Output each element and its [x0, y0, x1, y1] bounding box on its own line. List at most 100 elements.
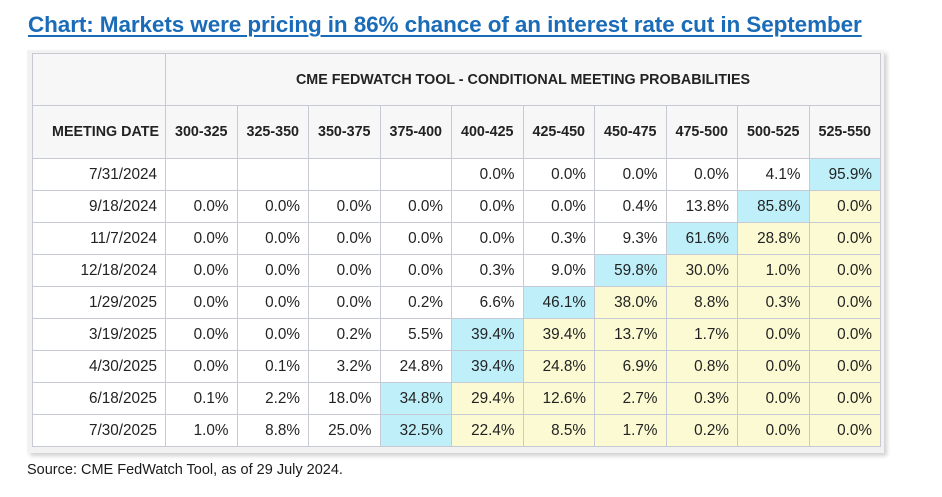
rate-range-header: 350-375	[308, 105, 381, 159]
probability-cell: 13.7%	[594, 318, 667, 351]
table-row: 11/7/2024 0.0% 0.0% 0.0% 0.0% 0.0% 0.3% 9.3% 61.…	[32, 222, 881, 255]
column-header-row: MEETING DATE 300-325 325-350 350-375 375-40…	[32, 105, 881, 159]
table-row: 9/18/2024 0.0% 0.0% 0.0% 0.0% 0.0% 0.0% 0.4% 13.…	[32, 190, 881, 223]
probability-cell: 0.0%	[808, 254, 881, 287]
source-note: Source: CME FedWatch Tool, as of 29 July…	[27, 462, 343, 478]
meeting-date-header: MEETING DATE	[32, 105, 166, 159]
probability-cell: 3.2%	[308, 350, 381, 383]
probability-cell: 0.0%	[808, 382, 881, 415]
rate-range-header: 525-550	[808, 105, 881, 159]
probability-cell: 0.0%	[308, 222, 381, 255]
probability-cell: 0.0%	[451, 222, 524, 255]
probability-cell-highlighted: 85.8%	[737, 190, 810, 223]
probability-cell: 8.8%	[665, 286, 738, 319]
probability-cell: 1.7%	[594, 414, 667, 447]
probability-cell: 0.2%	[665, 414, 738, 447]
probability-cell: 0.0%	[808, 222, 881, 255]
probability-cell-highlighted: 39.4%	[451, 350, 524, 383]
probability-cell: 0.0%	[236, 190, 309, 223]
rate-range-header: 500-525	[737, 105, 810, 159]
probability-cell: 0.0%	[808, 414, 881, 447]
probability-cell: 0.0%	[165, 190, 238, 223]
meeting-date-cell: 12/18/2024	[32, 254, 166, 287]
probability-cell-highlighted: 95.9%	[808, 158, 881, 191]
probability-cell: 0.0%	[165, 254, 238, 287]
meeting-date-cell: 7/31/2024	[32, 158, 166, 191]
probability-cell-highlighted: 32.5%	[379, 414, 452, 447]
table-caption: CME FEDWATCH TOOL - CONDITIONAL MEETING …	[165, 53, 881, 106]
probability-cell: 0.0%	[379, 222, 452, 255]
meeting-date-cell: 1/29/2025	[32, 286, 166, 319]
probability-cell: 0.3%	[737, 286, 810, 319]
probability-cell: 1.0%	[737, 254, 810, 287]
probability-cell: 0.3%	[665, 382, 738, 415]
probability-cell: 24.8%	[379, 350, 452, 383]
probability-cell-highlighted: 39.4%	[451, 318, 524, 351]
table-row: 4/30/2025 0.0% 0.1% 3.2% 24.8% 39.4% 24.8% 6.9%…	[32, 350, 881, 383]
probability-cell: 0.0%	[308, 190, 381, 223]
table-body: 7/31/2024 0.0% 0.0% 0.0% 0.0% 4.1% 95.9% 9/18/2…	[32, 158, 881, 447]
probability-cell: 0.0%	[522, 190, 595, 223]
probability-cell: 4.1%	[737, 158, 810, 191]
rate-range-header: 300-325	[165, 105, 238, 159]
meeting-date-cell: 7/30/2025	[32, 414, 166, 447]
probability-cell: 0.0%	[808, 286, 881, 319]
probability-cell-highlighted: 59.8%	[594, 254, 667, 287]
probability-cell: 0.0%	[522, 158, 595, 191]
probability-cell: 0.1%	[236, 350, 309, 383]
probability-cell: 0.0%	[594, 158, 667, 191]
probability-cell-highlighted: 46.1%	[522, 286, 595, 319]
probability-cell: 0.0%	[165, 286, 238, 319]
probability-cell: 38.0%	[594, 286, 667, 319]
probability-cell	[236, 158, 309, 191]
probability-cell: 1.7%	[665, 318, 738, 351]
chart-title-link[interactable]: Chart: Markets were pricing in 86% chanc…	[28, 12, 862, 37]
probability-cell: 0.1%	[165, 382, 238, 415]
probability-cell: 0.0%	[451, 158, 524, 191]
probability-cell: 0.0%	[236, 318, 309, 351]
probability-cell: 12.6%	[522, 382, 595, 415]
caption-row: CME FEDWATCH TOOL - CONDITIONAL MEETING …	[32, 53, 881, 106]
probability-cell: 0.0%	[236, 286, 309, 319]
probability-cell	[165, 158, 238, 191]
probability-cell: 18.0%	[308, 382, 381, 415]
probability-cell: 0.0%	[808, 190, 881, 223]
table-row: 6/18/2025 0.1% 2.2% 18.0% 34.8% 29.4% 12.6% 2.7…	[32, 382, 881, 415]
probability-cell: 9.3%	[594, 222, 667, 255]
probability-cell: 0.0%	[737, 414, 810, 447]
table-row: 7/30/2025 1.0% 8.8% 25.0% 32.5% 22.4% 8.5% 1.7%…	[32, 414, 881, 447]
table-row: 3/19/2025 0.0% 0.0% 0.2% 5.5% 39.4% 39.4% 13.7%…	[32, 318, 881, 351]
probability-cell: 0.4%	[594, 190, 667, 223]
probability-cell: 28.8%	[737, 222, 810, 255]
probability-cell: 8.8%	[236, 414, 309, 447]
probability-cell: 29.4%	[451, 382, 524, 415]
probability-cell: 0.8%	[665, 350, 738, 383]
probability-cell: 25.0%	[308, 414, 381, 447]
probability-cell: 1.0%	[165, 414, 238, 447]
probability-cell: 30.0%	[665, 254, 738, 287]
meeting-date-cell: 11/7/2024	[32, 222, 166, 255]
probability-cell: 0.3%	[451, 254, 524, 287]
probability-cell: 0.0%	[165, 350, 238, 383]
rate-range-header: 450-475	[594, 105, 667, 159]
probability-cell: 22.4%	[451, 414, 524, 447]
fedwatch-probabilities-table: CME FEDWATCH TOOL - CONDITIONAL MEETING …	[32, 53, 881, 447]
meeting-date-cell: 6/18/2025	[32, 382, 166, 415]
probability-cell: 6.6%	[451, 286, 524, 319]
probability-cell: 0.0%	[165, 318, 238, 351]
meeting-date-cell: 9/18/2024	[32, 190, 166, 223]
probability-cell: 6.9%	[594, 350, 667, 383]
probability-cell: 0.0%	[379, 254, 452, 287]
probability-cell: 8.5%	[522, 414, 595, 447]
probability-cell: 0.0%	[737, 318, 810, 351]
rate-range-header: 400-425	[451, 105, 524, 159]
fedwatch-table-container: CME FEDWATCH TOOL - CONDITIONAL MEETING …	[27, 50, 884, 453]
probability-cell: 0.0%	[737, 350, 810, 383]
meeting-date-cell: 3/19/2025	[32, 318, 166, 351]
probability-cell	[308, 158, 381, 191]
corner-cell	[32, 53, 166, 106]
rate-range-header: 325-350	[236, 105, 309, 159]
probability-cell: 0.0%	[236, 254, 309, 287]
probability-cell: 0.2%	[308, 318, 381, 351]
table-row: 1/29/2025 0.0% 0.0% 0.0% 0.2% 6.6% 46.1% 38.0% 8…	[32, 286, 881, 319]
